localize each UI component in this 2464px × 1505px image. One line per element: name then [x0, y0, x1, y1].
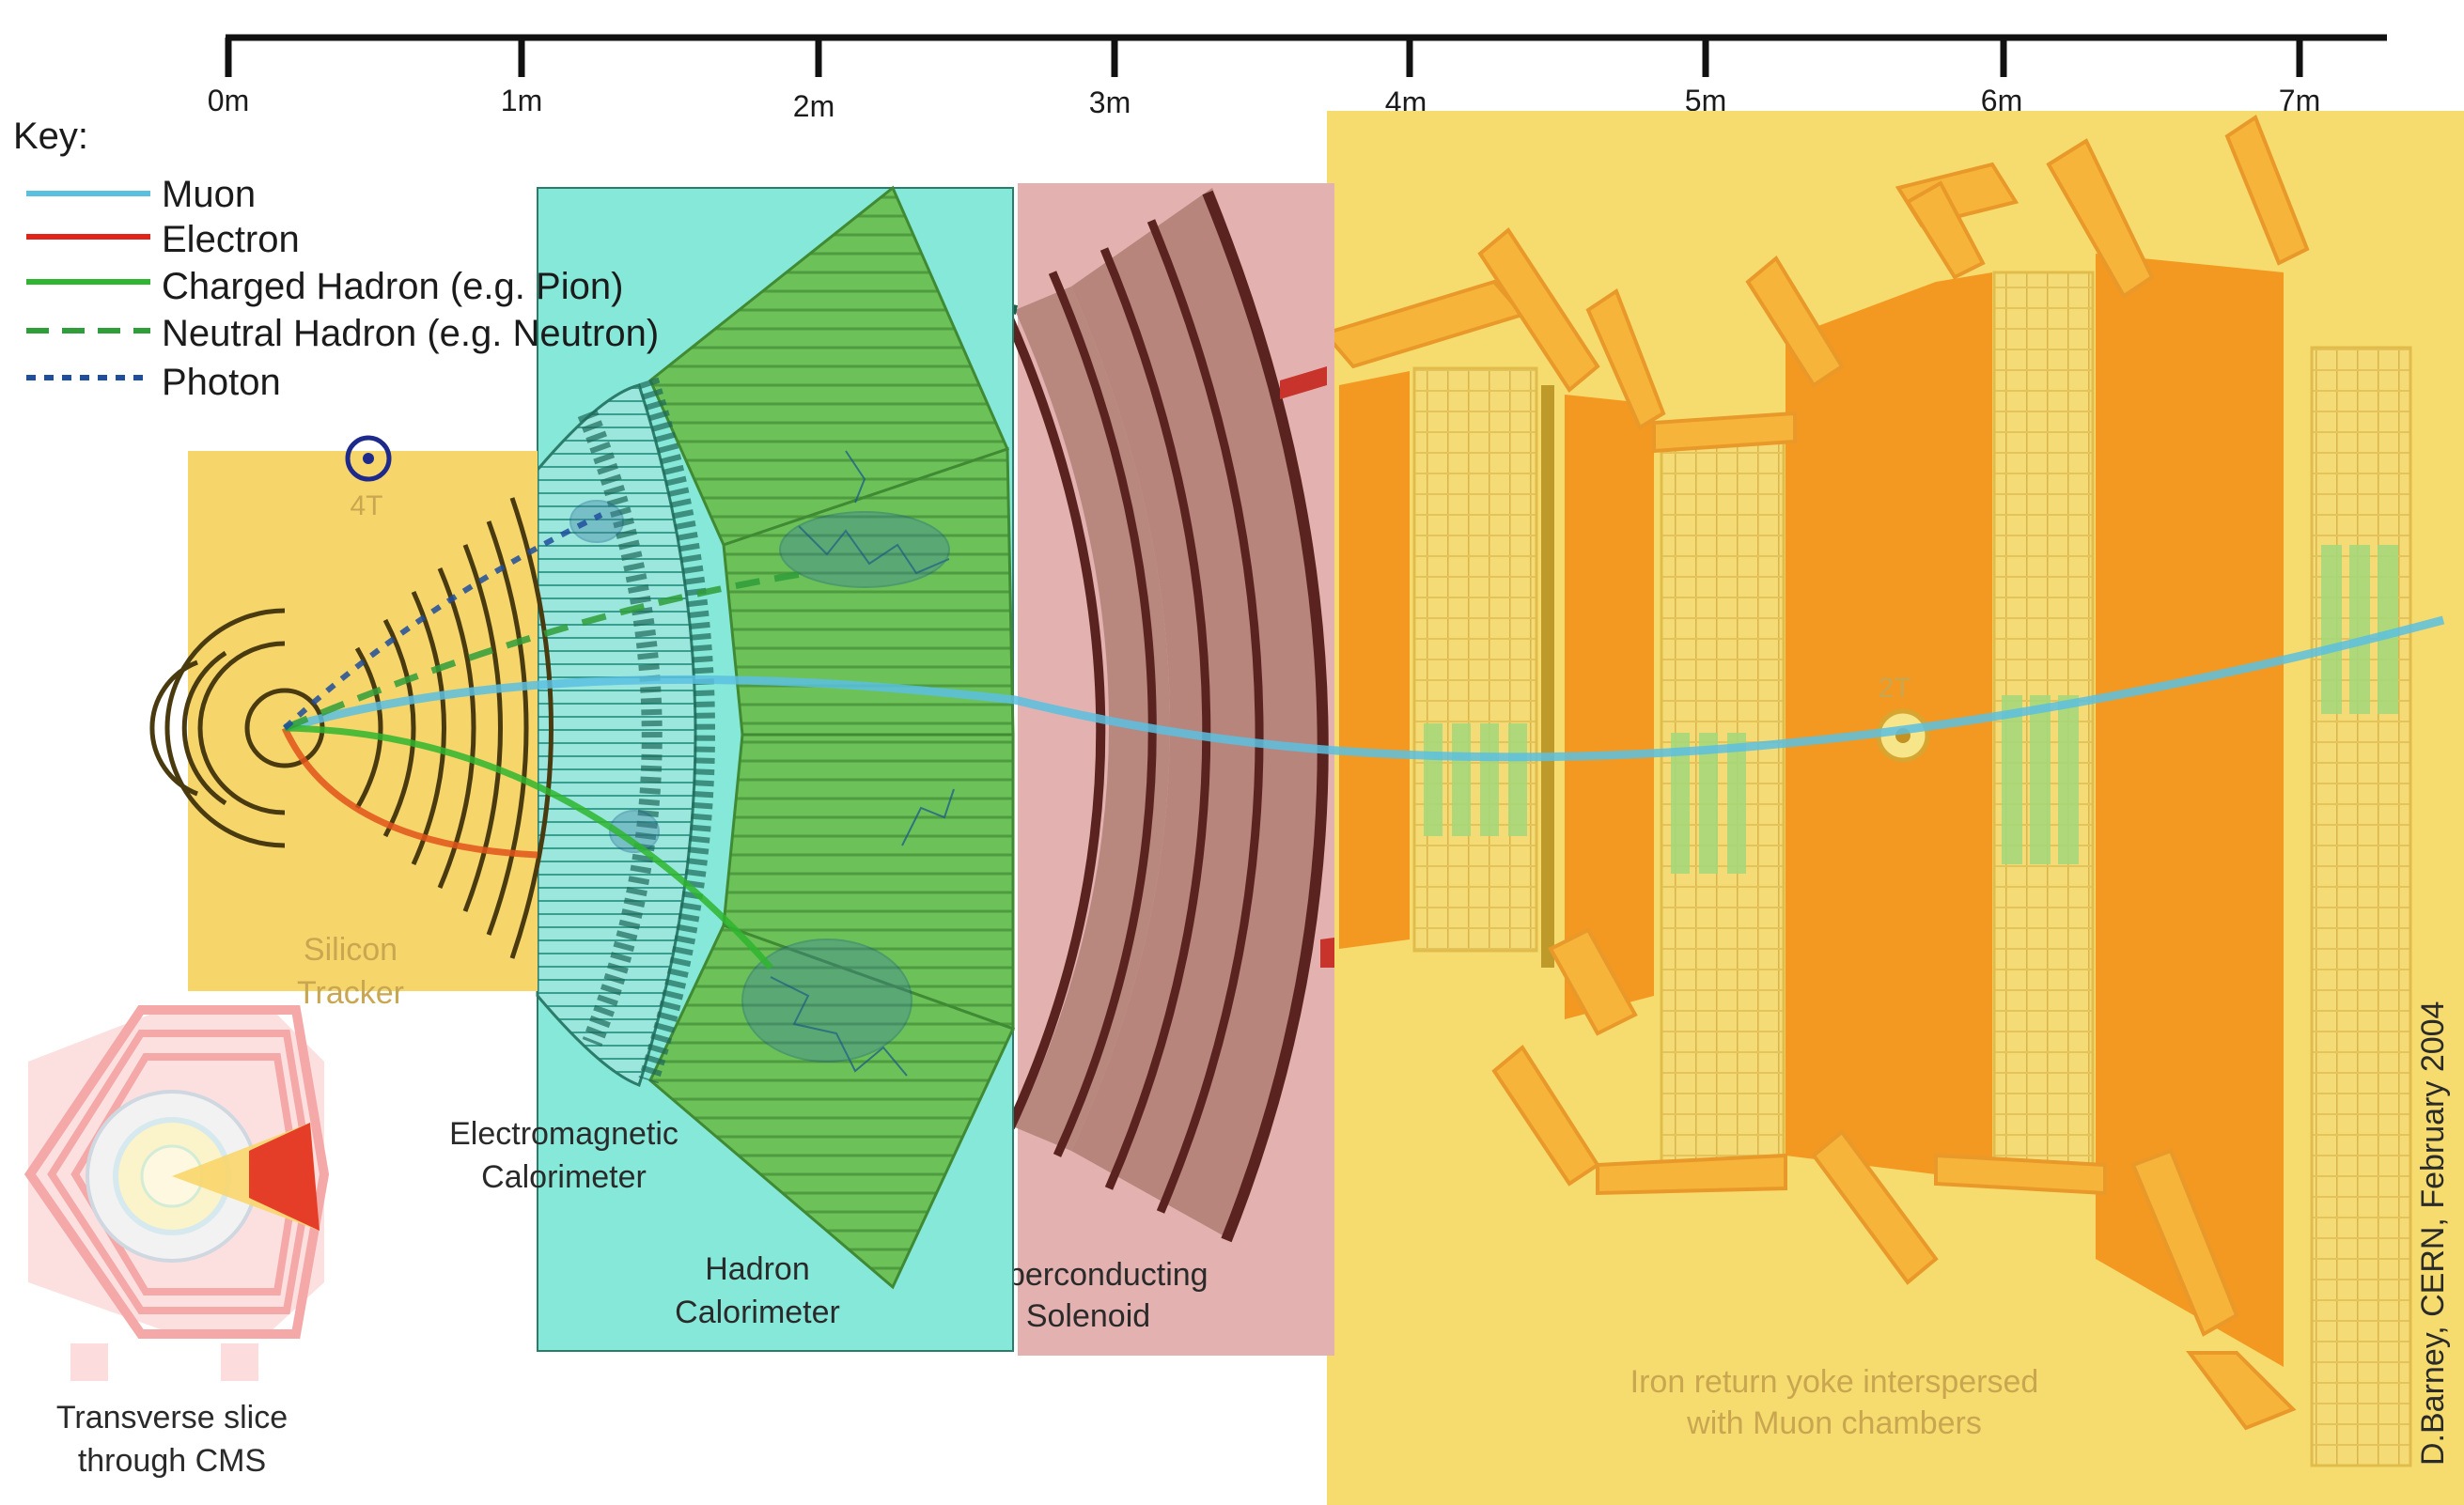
yoke-iron-layer-1 — [1339, 371, 1410, 949]
ruler-ticks — [225, 38, 2303, 77]
hcal-label-line-1: Hadron — [705, 1251, 810, 1287]
slice-label-line-1: Transverse slice — [56, 1400, 288, 1435]
tracker-label-line-1: Silicon — [304, 932, 398, 968]
yoke-iron-layer-2 — [1565, 395, 1654, 1019]
particle-tracks — [281, 512, 2445, 970]
key-title: Key: — [13, 116, 88, 157]
ecal-label-line-2: Calorimeter — [481, 1159, 647, 1195]
ecal-label-line-1: Electromagnetic — [449, 1116, 678, 1152]
yoke-iron-layer-4 — [2096, 254, 2284, 1367]
key-label-photon: Photon — [162, 362, 281, 403]
field-marker-4t — [345, 435, 392, 482]
field-label-4t: 4T — [350, 490, 382, 521]
scale-ruler: 0m 1m 2m 3m 4m 5m 6m 7m — [208, 34, 2387, 123]
tracker-label-line-2: Tracker — [297, 975, 404, 1011]
credit-label: D.Barney, CERN, February 2004 — [2415, 1001, 2451, 1466]
slice-label-line-2: through CMS — [78, 1443, 266, 1479]
neutral-hadron-track — [283, 569, 809, 732]
tracker-background — [188, 451, 538, 991]
tick-label-2m: 2m — [793, 89, 834, 123]
solenoid-label-line-2: Solenoid — [1026, 1298, 1150, 1334]
key-legend: Key: Muon Electron Charged Hadron (e.g. … — [13, 116, 659, 403]
key-label-muon: Muon — [162, 174, 256, 215]
key-label-electron: Electron — [162, 219, 300, 260]
tracker-region: 4T Silicon Tracker — [149, 435, 554, 1011]
photon-track — [282, 512, 603, 731]
solenoid-region: Superconducting Solenoid — [968, 183, 1334, 1356]
muon-station-1 — [1412, 366, 1538, 953]
key-label-charged-hadron: Charged Hadron (e.g. Pion) — [162, 266, 623, 307]
hcal-label-line-2: Calorimeter — [675, 1295, 840, 1330]
field-label-2t: 2T — [1878, 673, 1910, 704]
tick-label-1m: 1m — [501, 84, 542, 117]
hadron-showers — [569, 450, 955, 1077]
transverse-slice-inset: Transverse slice through CMS — [23, 1005, 330, 1479]
muon-track — [283, 615, 2445, 762]
hcal-wedge-4 — [648, 923, 1016, 1290]
yoke-label-line-2: with Muon chambers — [1686, 1405, 1982, 1441]
tick-label-3m: 3m — [1089, 85, 1131, 119]
tick-label-0m: 0m — [208, 84, 249, 117]
tracker-layers — [149, 497, 554, 959]
yoke-iron-layer-3 — [1786, 282, 1936, 1174]
charged-hadron-track — [284, 724, 773, 970]
electron-track — [281, 726, 538, 859]
key-label-neutral-hadron: Neutral Hadron (e.g. Neutron) — [162, 313, 659, 354]
calorimeter-region: Electromagnetic Calorimeter Hadron Calor… — [449, 185, 1016, 1352]
yoke-label-line-1: Iron return yoke interspersed — [1630, 1364, 2039, 1400]
muon-station-4 — [2310, 346, 2412, 1467]
iron-yoke-region: 2T Iron return yoke interspersed with Mu… — [1321, 111, 2464, 1505]
